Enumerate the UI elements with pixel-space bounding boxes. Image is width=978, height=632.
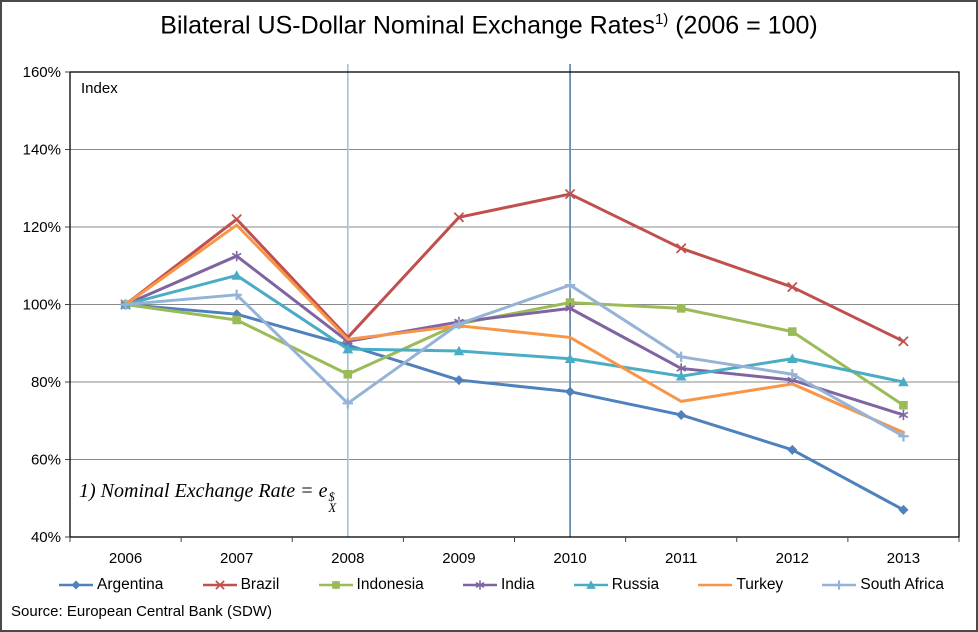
x-tick-label: 2010 xyxy=(553,550,586,567)
footnote-symbol-base: e xyxy=(318,480,328,502)
legend-item-india: India xyxy=(462,576,535,594)
legend-row: Argentina Brazil Indonesia India Russia Turke… xyxy=(58,576,944,594)
x-tick-label: 2011 xyxy=(665,550,697,567)
footnote-symbol-scripts: $ X xyxy=(328,489,337,515)
y-tick-label: 60% xyxy=(31,452,61,469)
footnote-formula: 1) Nominal Exchange Rate = e $ X xyxy=(79,480,336,514)
legend-item-russia: Russia xyxy=(573,576,659,594)
legend-key-india-icon xyxy=(462,580,497,590)
legend-label-russia: Russia xyxy=(611,576,660,593)
legend-item-turkey: Turkey xyxy=(697,576,783,594)
legend-key-argentina-icon xyxy=(59,580,93,590)
series-south-africa xyxy=(120,279,909,442)
footnote-symbol-sup: $ xyxy=(328,489,335,504)
y-tick-label: 100% xyxy=(23,297,61,314)
legend-item-brazil: Brazil xyxy=(202,576,280,594)
legend-item-indonesia: Indonesia xyxy=(318,576,424,594)
series-turkey xyxy=(124,223,905,434)
series-russia xyxy=(120,270,909,387)
chart-title-footnote-marker: 1) xyxy=(654,11,669,28)
legend-label-argentina: Argentina xyxy=(97,576,164,593)
y-tick-label: 80% xyxy=(31,374,61,391)
x-tick-label: 2006 xyxy=(109,550,142,567)
source-note: Source: European Central Bank (SDW) xyxy=(11,603,272,620)
chart-title: Bilateral US-Dollar Nominal Exchange Rat… xyxy=(2,11,976,40)
legend-key-turkey-icon xyxy=(698,583,733,587)
chart-title-main: Bilateral US-Dollar Nominal Exchange Rat… xyxy=(160,11,655,40)
chart-title-suffix: (2006 = 100) xyxy=(668,11,818,40)
y-tick-label: 160% xyxy=(23,64,61,81)
x-tick-label: 2013 xyxy=(887,550,920,567)
y-tick-label: 40% xyxy=(31,529,61,546)
legend-key-russia-icon xyxy=(573,580,608,589)
legend-label-indonesia: Indonesia xyxy=(356,576,424,593)
legend-item-argentina: Argentina xyxy=(58,576,163,594)
footnote-text: Nominal Exchange Rate = xyxy=(100,480,319,502)
x-tick-label: 2007 xyxy=(220,550,253,567)
legend-label-turkey: Turkey xyxy=(736,576,784,593)
legend-label-brazil: Brazil xyxy=(240,576,280,593)
footnote-number: 1) xyxy=(79,480,101,502)
x-tick-label: 2009 xyxy=(442,550,475,567)
y-tick-label: 120% xyxy=(23,219,61,236)
legend-key-brazil-icon xyxy=(202,580,237,590)
legend-item-south-africa: South Africa xyxy=(821,576,944,594)
y-axis-title: Index xyxy=(81,80,118,97)
series-brazil xyxy=(120,188,909,347)
legend-key-indonesia-icon xyxy=(318,581,353,589)
y-tick-label: 140% xyxy=(23,142,61,159)
footnote-symbol-sub: X xyxy=(328,500,337,515)
x-tick-label: 2008 xyxy=(331,550,364,567)
legend-label-india: India xyxy=(500,576,535,593)
legend-key-south-africa-icon xyxy=(822,580,857,590)
x-tick-label: 2012 xyxy=(776,550,809,567)
legend-label-south-africa: South Africa xyxy=(860,576,944,593)
